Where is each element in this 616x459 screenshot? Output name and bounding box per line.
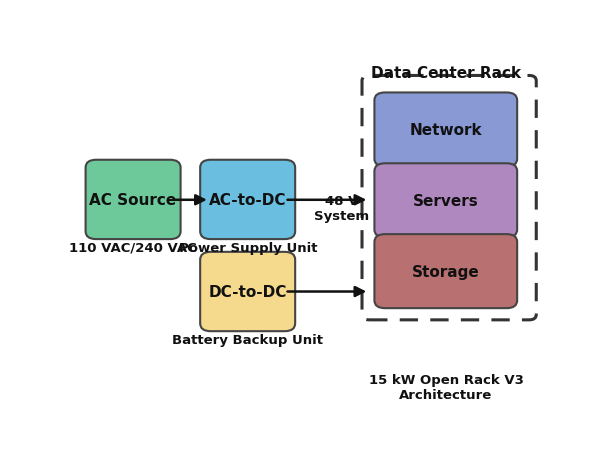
Text: Storage: Storage (412, 264, 480, 279)
Text: Power Supply Unit: Power Supply Unit (179, 241, 317, 254)
FancyBboxPatch shape (375, 164, 517, 238)
Text: 15 kW Open Rack V3
Architecture: 15 kW Open Rack V3 Architecture (368, 374, 524, 402)
Text: Data Center Rack: Data Center Rack (371, 66, 521, 81)
Text: Servers: Servers (413, 193, 479, 208)
FancyBboxPatch shape (200, 160, 295, 240)
FancyBboxPatch shape (86, 160, 180, 240)
Text: Network: Network (410, 123, 482, 138)
Text: 48 V
System: 48 V System (314, 195, 370, 223)
Text: AC Source: AC Source (89, 192, 177, 207)
FancyBboxPatch shape (375, 235, 517, 308)
Text: DC-to-DC: DC-to-DC (208, 285, 287, 299)
Text: Battery Backup Unit: Battery Backup Unit (172, 333, 323, 346)
Text: AC-to-DC: AC-to-DC (209, 192, 286, 207)
FancyBboxPatch shape (375, 93, 517, 167)
Text: 110 VAC/240 VAC: 110 VAC/240 VAC (70, 241, 197, 254)
FancyBboxPatch shape (200, 252, 295, 331)
